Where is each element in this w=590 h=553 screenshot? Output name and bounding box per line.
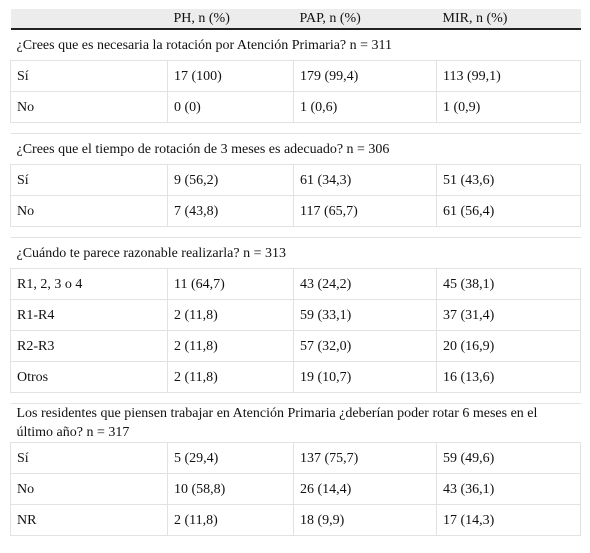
data-cell: 19 (10,7): [293, 361, 437, 393]
data-row: R1-R4 2 (11,8) 59 (33,1) 37 (31,4): [10, 299, 581, 331]
row-label: No: [10, 91, 168, 123]
data-row: NR 2 (11,8) 18 (9,9) 17 (14,3): [10, 504, 581, 536]
header-row: PH, n (%) PAP, n (%) MIR, n (%): [10, 9, 581, 30]
question-cell: ¿Cuándo te parece razonable realizarla? …: [10, 237, 581, 269]
row-label: R1-R4: [10, 299, 168, 331]
table: PH, n (%) PAP, n (%) MIR, n (%) ¿Crees que…: [10, 9, 581, 536]
header-cell: PAP, n (%): [293, 9, 437, 30]
data-cell: 9 (56,2): [167, 164, 294, 196]
row-label: Otros: [10, 361, 168, 393]
question-cell: ¿Crees que es necesaria la rotación por …: [10, 28, 581, 61]
row-label: R2-R3: [10, 330, 168, 362]
data-cell: 57 (32,0): [293, 330, 437, 362]
data-cell: 117 (65,7): [293, 195, 437, 227]
data-row: Sí 5 (29,4) 137 (75,7) 59 (49,6): [10, 442, 581, 474]
data-row: No 10 (58,8) 26 (14,4) 43 (36,1): [10, 473, 581, 505]
data-cell: 43 (36,1): [436, 473, 581, 505]
data-cell: 1 (0,9): [436, 91, 581, 123]
header-cell: MIR, n (%): [436, 9, 581, 30]
data-cell: 2 (11,8): [167, 330, 294, 362]
row-label: Sí: [10, 164, 168, 196]
data-cell: 51 (43,6): [436, 164, 581, 196]
data-cell: 37 (31,4): [436, 299, 581, 331]
data-cell: 17 (100): [167, 60, 294, 92]
header-cell: [10, 9, 168, 30]
data-cell: 2 (11,8): [167, 361, 294, 393]
data-cell: 179 (99,4): [293, 60, 437, 92]
data-cell: 16 (13,6): [436, 361, 581, 393]
data-row: No 0 (0) 1 (0,6) 1 (0,9): [10, 91, 581, 123]
data-cell: 43 (24,2): [293, 268, 437, 300]
data-cell: 45 (38,1): [436, 268, 581, 300]
data-cell: 2 (11,8): [167, 504, 294, 536]
data-row: No 7 (43,8) 117 (65,7) 61 (56,4): [10, 195, 581, 227]
data-row: Otros 2 (11,8) 19 (10,7) 16 (13,6): [10, 361, 581, 393]
data-cell: 20 (16,9): [436, 330, 581, 362]
data-cell: 26 (14,4): [293, 473, 437, 505]
data-cell: 137 (75,7): [293, 442, 437, 474]
spacer-cell: [10, 392, 581, 404]
question-row: ¿Crees que el tiempo de rotación de 3 me…: [10, 133, 581, 165]
row-label: R1, 2, 3 o 4: [10, 268, 168, 300]
spacer-cell: [10, 122, 581, 134]
data-row: Sí 17 (100) 179 (99,4) 113 (99,1): [10, 60, 581, 92]
data-cell: 11 (64,7): [167, 268, 294, 300]
data-cell: 18 (9,9): [293, 504, 437, 536]
data-cell: 59 (49,6): [436, 442, 581, 474]
data-cell: 1 (0,6): [293, 91, 437, 123]
spacer-cell: [10, 226, 581, 238]
row-label: Sí: [10, 60, 168, 92]
question-row: Los residentes que piensen trabajar en A…: [10, 403, 581, 443]
row-label: NR: [10, 504, 168, 536]
data-cell: 0 (0): [167, 91, 294, 123]
question-cell: ¿Crees que el tiempo de rotación de 3 me…: [10, 133, 581, 165]
row-label: No: [10, 195, 168, 227]
data-cell: 2 (11,8): [167, 299, 294, 331]
data-cell: 61 (34,3): [293, 164, 437, 196]
data-cell: 7 (43,8): [167, 195, 294, 227]
data-row: Sí 9 (56,2) 61 (34,3) 51 (43,6): [10, 164, 581, 196]
data-cell: 10 (58,8): [167, 473, 294, 505]
question-row: ¿Crees que es necesaria la rotación por …: [10, 28, 581, 61]
row-label: Sí: [10, 442, 168, 474]
row-label: No: [10, 473, 168, 505]
spacer-row: [10, 122, 581, 134]
spacer-row: [10, 392, 581, 404]
table-wrap: PH, n (%) PAP, n (%) MIR, n (%) ¿Crees que…: [10, 9, 581, 536]
spacer-row: [10, 226, 581, 238]
question-row: ¿Cuándo te parece razonable realizarla? …: [10, 237, 581, 269]
data-cell: 59 (33,1): [293, 299, 437, 331]
header-cell: PH, n (%): [167, 9, 294, 30]
data-cell: 61 (56,4): [436, 195, 581, 227]
data-cell: 113 (99,1): [436, 60, 581, 92]
data-cell: 5 (29,4): [167, 442, 294, 474]
data-row: R1, 2, 3 o 4 11 (64,7) 43 (24,2) 45 (38,1): [10, 268, 581, 300]
data-cell: 17 (14,3): [436, 504, 581, 536]
question-cell: Los residentes que piensen trabajar en A…: [10, 403, 581, 443]
data-row: R2-R3 2 (11,8) 57 (32,0) 20 (16,9): [10, 330, 581, 362]
